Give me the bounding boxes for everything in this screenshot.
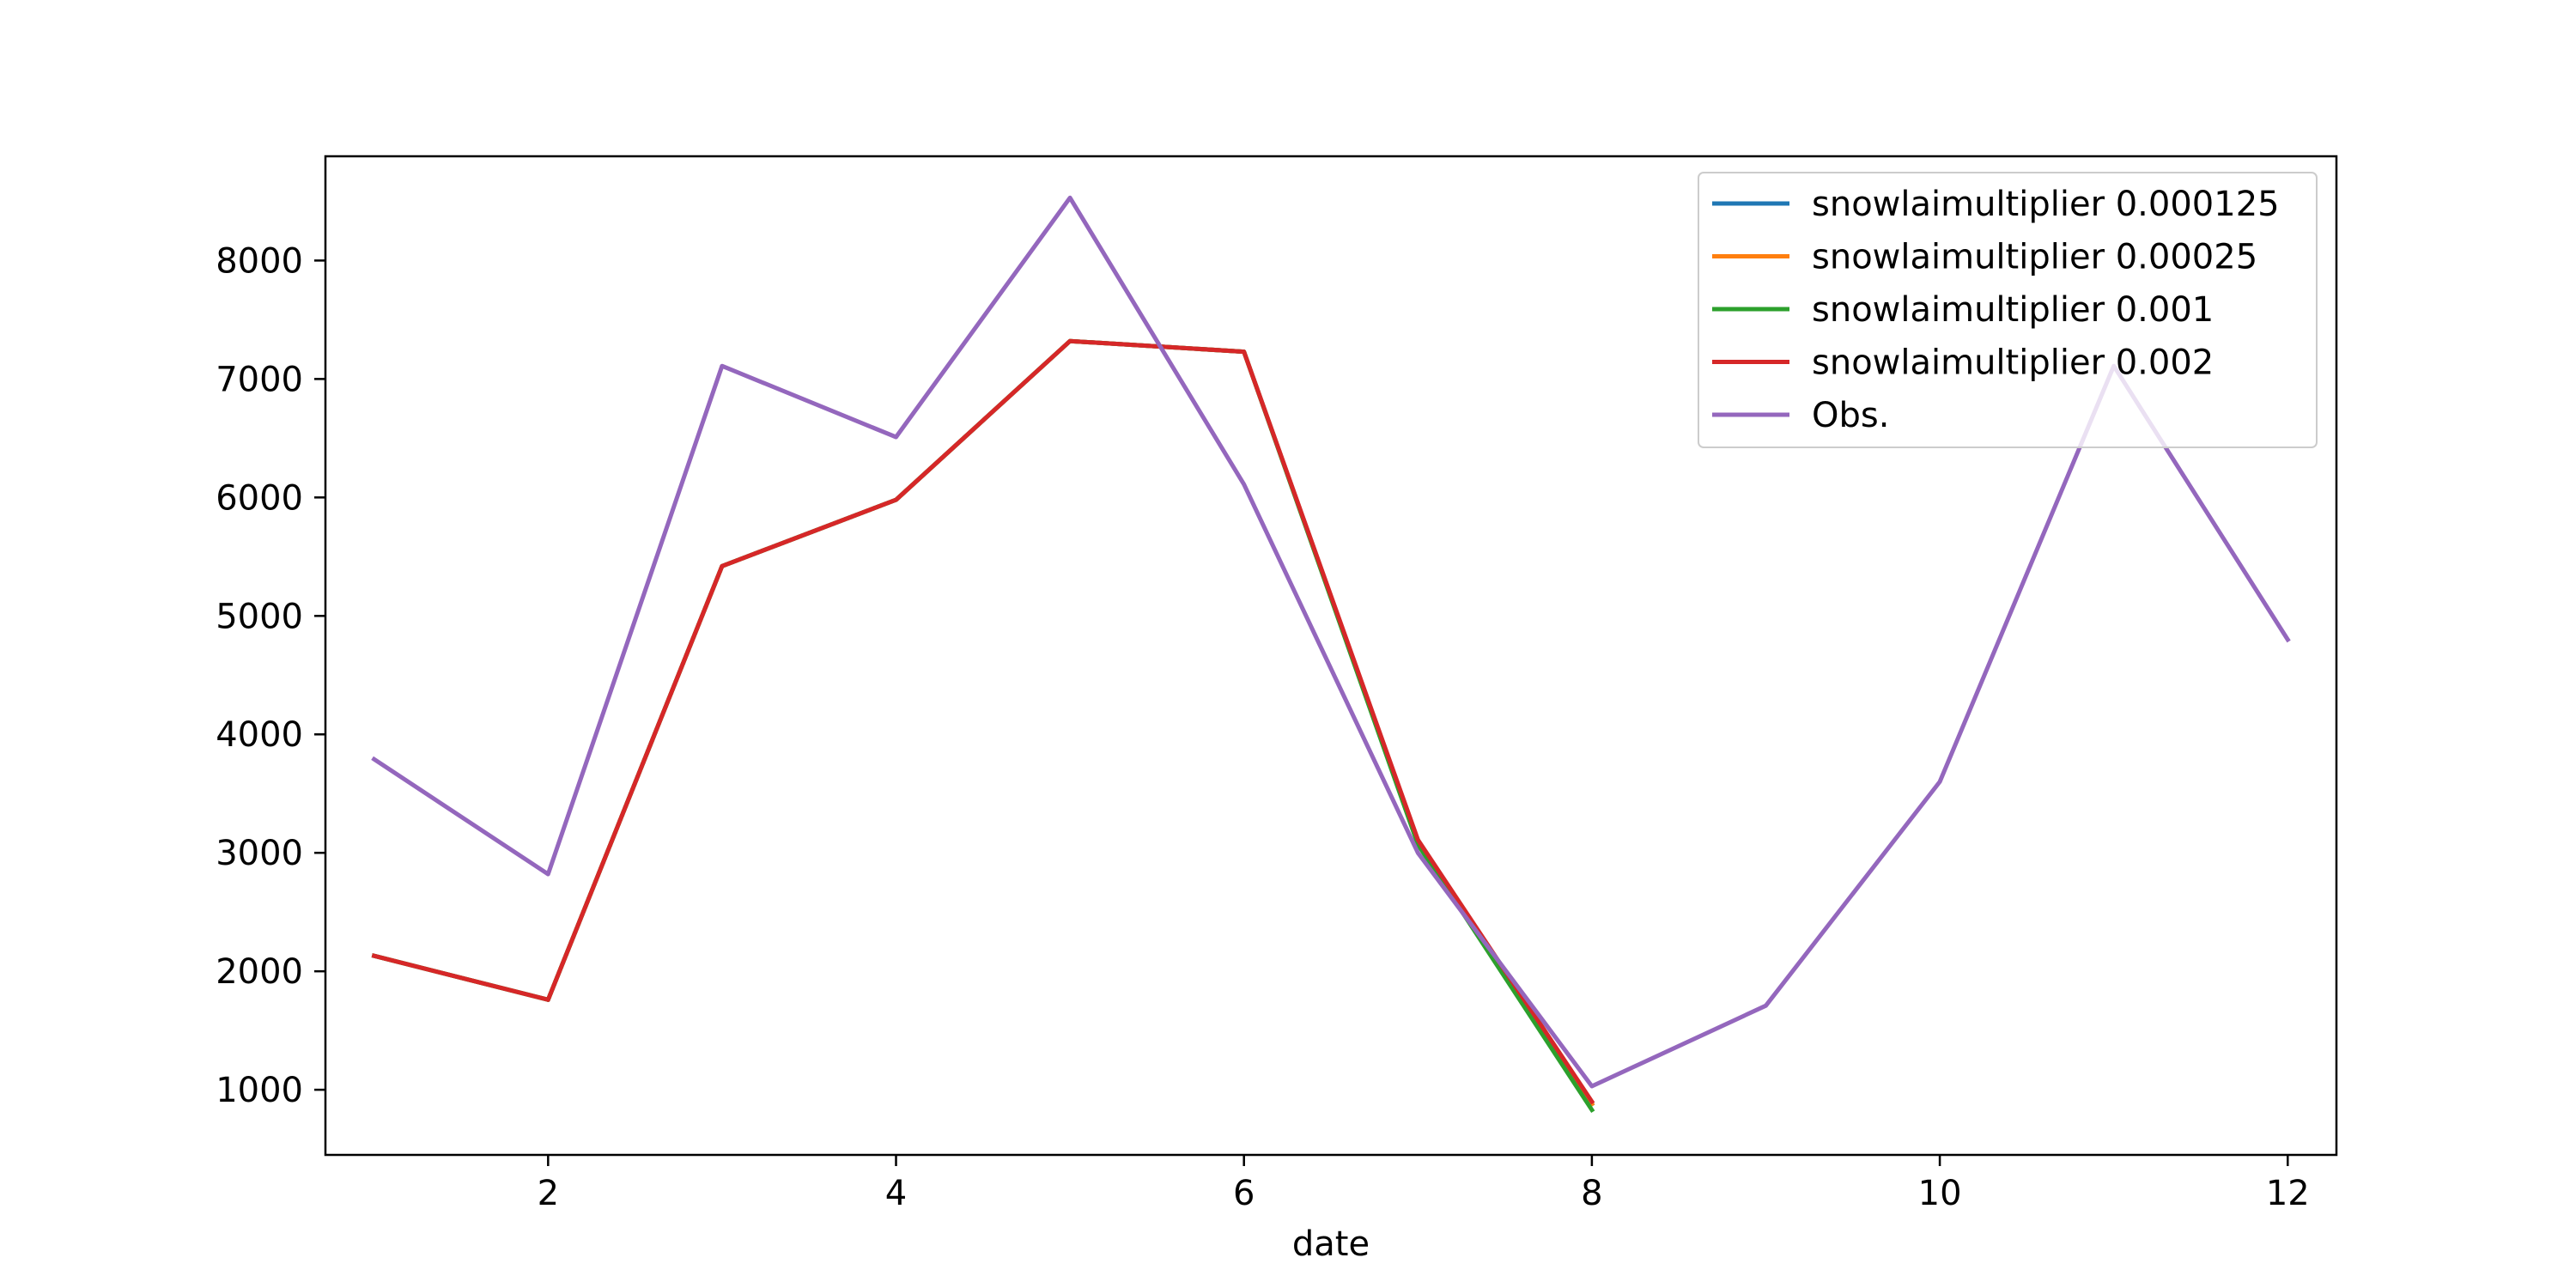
y-tick-label: 8000 [216, 241, 303, 281]
legend-label-1: snowlaimultiplier 0.000125 [1812, 185, 2280, 224]
plot-lines [371, 195, 2291, 1114]
legend-label-3: snowlaimultiplier 0.001 [1812, 290, 2214, 330]
plot-frame [324, 155, 2338, 1157]
legend-label-5: Obs. [1812, 396, 1889, 435]
legend: snowlaimultiplier 0.000125 snowlaimultipl… [1698, 172, 2318, 448]
y-tick-label: 2000 [216, 952, 303, 992]
x-axis: 2 4 6 8 10 12 [538, 1155, 2310, 1213]
legend-box [1698, 172, 2318, 448]
legend-label-2: snowlaimultiplier 0.00025 [1812, 238, 2257, 277]
series-line-4 [371, 338, 1595, 1105]
series-line-5 [371, 195, 2291, 1089]
y-tick-label: 4000 [216, 715, 303, 755]
x-tick-label: 6 [1233, 1174, 1255, 1213]
x-tick-label: 8 [1581, 1174, 1602, 1213]
x-tick-label: 10 [1918, 1174, 1962, 1213]
y-tick-label: 3000 [216, 834, 303, 873]
x-tick-label: 4 [885, 1174, 907, 1213]
y-tick-label: 6000 [216, 478, 303, 518]
y-axis: 1000 2000 3000 4000 5000 6000 7000 8000 [216, 241, 325, 1110]
x-axis-label: date [1292, 1224, 1370, 1264]
x-tick-label: 2 [538, 1174, 559, 1213]
y-tick-label: 5000 [216, 597, 303, 636]
x-tick-label: 12 [2266, 1174, 2310, 1213]
y-tick-label: 1000 [216, 1071, 303, 1110]
legend-label-4: snowlaimultiplier 0.002 [1812, 343, 2214, 383]
y-tick-label: 7000 [216, 360, 303, 399]
